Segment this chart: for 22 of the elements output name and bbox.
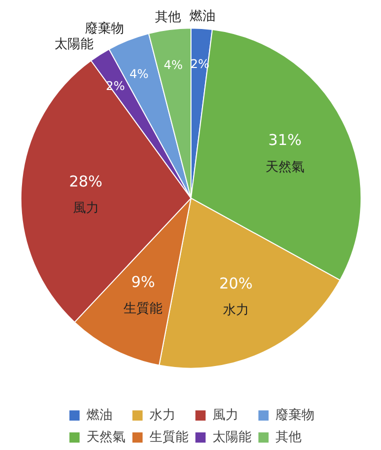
slice-label: 廢棄物 [85,20,124,37]
slice-label: 天然氣 [265,160,304,175]
data-label: 31% [268,131,302,150]
data-label: 28% [69,172,102,190]
slice-label: 燃油 [189,9,216,24]
slice-label: 水力 [222,303,249,318]
slice-label: 生質能 [124,302,163,317]
legend-label: 燃油 [86,407,112,424]
data-label: 20% [219,274,253,292]
legend-label: 生質能 [150,429,188,446]
legend-label: 其他 [276,429,302,446]
slice-label: 其他 [155,10,182,26]
legend-label: 天然氣 [86,429,126,446]
slice-label: 太陽能 [54,37,94,52]
data-label: 4% [130,66,149,81]
legend-label: 水力 [150,407,176,424]
slice-label: 風力 [72,201,99,216]
legend-label: 太陽能 [212,429,252,446]
data-label: 9% [131,272,156,291]
legend-label: 風力 [212,407,238,424]
legend-label: 廢棄物 [276,407,314,424]
data-label: 4% [164,58,183,72]
